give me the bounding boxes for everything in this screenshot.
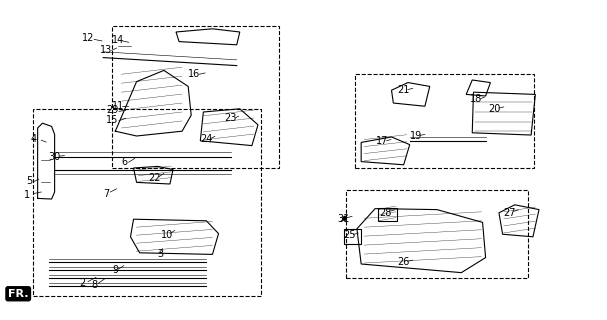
Text: 22: 22 (149, 172, 161, 183)
Text: 24: 24 (200, 134, 212, 144)
Text: 27: 27 (504, 208, 516, 218)
Text: 21: 21 (398, 84, 410, 95)
Text: 31: 31 (337, 214, 349, 224)
Text: 10: 10 (161, 230, 173, 240)
Text: 5: 5 (26, 176, 32, 186)
Text: 16: 16 (188, 68, 200, 79)
Text: 11: 11 (112, 100, 124, 111)
Text: 7: 7 (103, 188, 109, 199)
Text: 20: 20 (489, 104, 501, 114)
Text: 19: 19 (410, 131, 422, 141)
Text: 15: 15 (106, 115, 118, 125)
Text: 25: 25 (343, 230, 355, 240)
Text: 8: 8 (91, 280, 97, 290)
Text: 29: 29 (106, 105, 118, 116)
Text: 30: 30 (49, 152, 61, 162)
Bar (378, 208, 397, 221)
Text: 26: 26 (398, 257, 410, 268)
Text: 18: 18 (470, 94, 483, 104)
Text: 12: 12 (82, 33, 94, 44)
Bar (344, 229, 361, 244)
Text: 2: 2 (79, 278, 85, 288)
Text: 1: 1 (24, 190, 30, 200)
Text: 6: 6 (121, 156, 127, 167)
Text: 3: 3 (158, 249, 164, 260)
Bar (112, 26, 279, 168)
Text: FR.: FR. (8, 289, 29, 299)
Bar (33, 109, 261, 296)
Text: 13: 13 (100, 44, 112, 55)
Text: 9: 9 (112, 265, 118, 276)
Text: 4: 4 (30, 134, 36, 144)
Text: 28: 28 (379, 208, 392, 218)
Bar (346, 190, 528, 278)
Bar (355, 74, 534, 168)
Text: 23: 23 (225, 113, 237, 124)
Text: 17: 17 (376, 136, 388, 146)
Text: 14: 14 (112, 35, 124, 45)
